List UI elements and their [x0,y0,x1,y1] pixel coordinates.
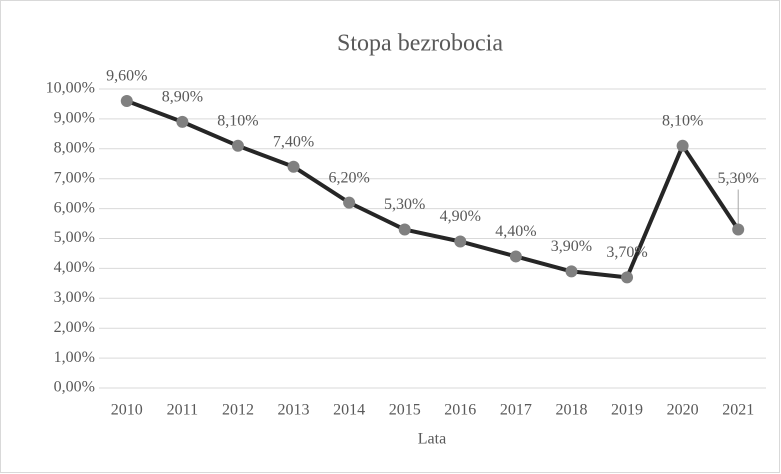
y-tick-label: 1,00% [54,349,95,366]
data-label: 5,30% [718,170,759,187]
data-label: 4,90% [440,208,481,225]
data-point [176,115,189,128]
y-tick-label: 9,00% [54,110,95,127]
y-tick-label: 4,00% [54,259,95,276]
y-tick-label: 6,00% [54,199,95,216]
chart-title: Stopa bezrobocia [337,31,503,57]
x-tick-label: 2017 [500,402,532,419]
data-label: 6,20% [328,169,369,186]
x-tick-label: 2015 [389,402,421,419]
data-point [231,139,244,152]
data-label: 7,40% [273,133,314,150]
data-point [621,271,634,284]
x-axis-label: Lata [418,431,446,448]
y-tick-label: 7,00% [54,169,95,186]
data-point [565,265,578,278]
x-tick-label: 2010 [111,402,143,419]
x-tick-label: 2011 [167,402,198,419]
x-tick-label: 2013 [278,402,310,419]
data-point [732,223,745,236]
data-point [454,235,467,248]
y-tick-label: 2,00% [54,319,95,336]
data-label: 4,40% [495,223,536,240]
data-label: 5,30% [384,196,425,213]
data-label: 9,60% [106,68,147,85]
y-tick-label: 0,00% [54,379,95,396]
y-tick-label: 8,00% [54,139,95,156]
y-tick-label: 5,00% [54,229,95,246]
data-label: 3,90% [551,238,592,255]
y-tick-label: 10,00% [46,80,95,97]
x-tick-label: 2021 [722,402,754,419]
data-label: 8,90% [162,89,203,106]
data-point [509,250,522,263]
x-tick-label: 2012 [222,402,254,419]
x-tick-label: 2020 [667,402,699,419]
x-tick-label: 2016 [444,402,476,419]
data-line [126,99,740,280]
data-point [287,160,300,173]
data-point [120,94,133,107]
data-label: 8,10% [217,112,258,129]
data-label: 3,70% [606,244,647,261]
x-tick-label: 2014 [333,402,365,419]
x-tick-label: 2018 [555,402,587,419]
data-label: 8,10% [662,112,703,129]
data-point [343,196,356,209]
y-tick-label: 3,00% [54,289,95,306]
x-tick-label: 2019 [611,402,643,419]
data-point [398,223,411,236]
data-point [676,139,689,152]
